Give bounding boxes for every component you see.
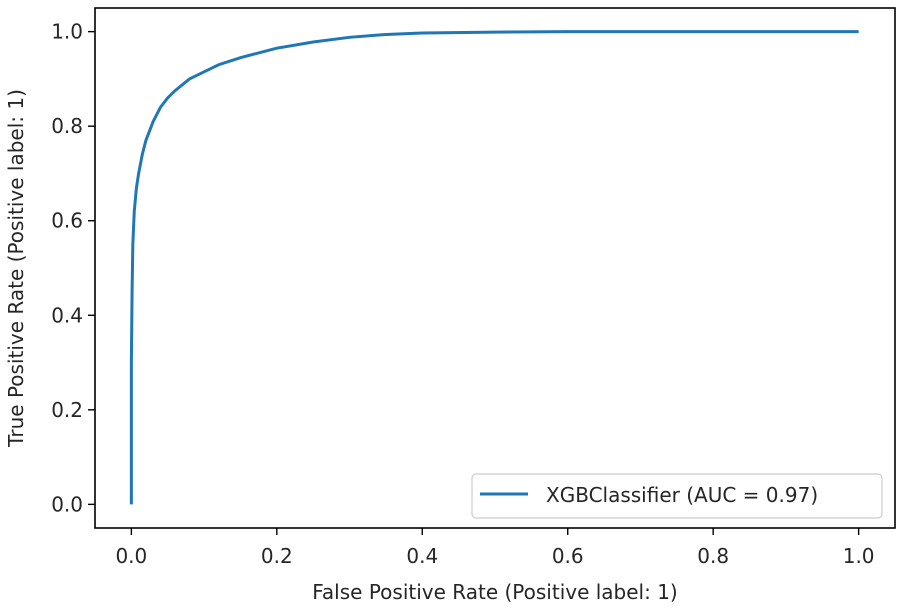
x-tick-label: 0.8 bbox=[697, 544, 729, 568]
y-tick-label: 0.8 bbox=[51, 114, 83, 138]
x-axis-label: False Positive Rate (Positive label: 1) bbox=[312, 580, 678, 604]
x-tick-label: 0.0 bbox=[115, 544, 147, 568]
legend: XGBClassifier (AUC = 0.97) bbox=[471, 473, 883, 519]
y-tick-label: 0.6 bbox=[51, 209, 83, 233]
roc-curve-line bbox=[129, 30, 859, 505]
x-axis-ticks: 0.0 0.2 0.4 0.6 0.8 1.0 bbox=[115, 528, 875, 568]
plot-frame bbox=[94, 7, 896, 529]
legend-entry-label: XGBClassifier (AUC = 0.97) bbox=[546, 483, 818, 507]
x-tick-label: 0.6 bbox=[552, 544, 584, 568]
x-tick-label: 0.4 bbox=[406, 544, 438, 568]
y-axis-label: True Positive Rate (Positive label: 1) bbox=[4, 89, 28, 448]
y-tick-label: 0.0 bbox=[51, 492, 83, 516]
y-tick-label: 0.2 bbox=[51, 398, 83, 422]
y-tick-label: 1.0 bbox=[51, 20, 83, 44]
legend-box bbox=[471, 473, 883, 519]
x-tick-label: 0.2 bbox=[261, 544, 293, 568]
x-tick-label: 1.0 bbox=[843, 544, 875, 568]
y-axis-ticks: 0.0 0.2 0.4 0.6 0.8 1.0 bbox=[51, 20, 95, 516]
y-tick-label: 0.4 bbox=[51, 303, 83, 327]
